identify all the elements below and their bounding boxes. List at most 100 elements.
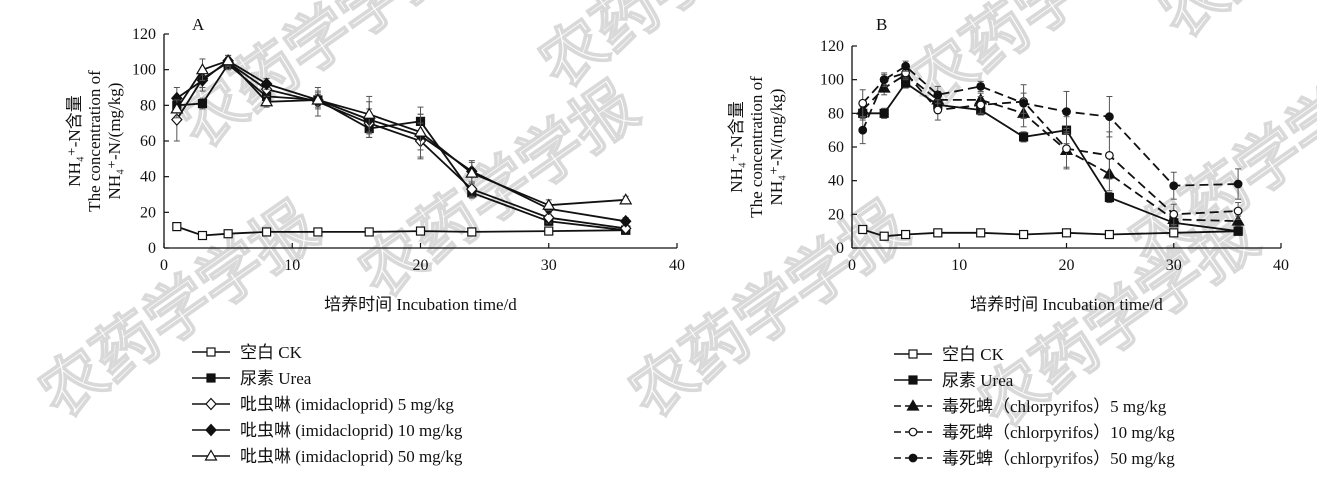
data-point xyxy=(311,93,325,105)
y-tick-label: 60 xyxy=(140,133,156,150)
series-5 xyxy=(858,60,1243,200)
data-point xyxy=(262,227,272,237)
x-axis-label: 培养时间 Incubation time/d xyxy=(324,295,517,314)
legend-label: 毒死蜱（chlorpyrifos）10 mg/kg xyxy=(942,423,1175,442)
y-axis-label: The concentration of xyxy=(85,70,104,212)
legend-label: 吡虫啉 (imidacloprid) 50 mg/kg xyxy=(240,447,463,466)
series-2 xyxy=(172,58,631,235)
y-tick-label: 20 xyxy=(140,204,156,221)
data-point xyxy=(1018,229,1029,240)
y-tick-label: 40 xyxy=(140,169,156,186)
data-point xyxy=(195,62,210,75)
data-point xyxy=(170,102,184,114)
x-axis-label: 培养时间 Incubation time/d xyxy=(970,295,1163,314)
data-point xyxy=(1233,206,1243,216)
y-tick-label: 40 xyxy=(828,173,844,190)
legend-label: 吡虫啉 (imidacloprid) 5 mg/kg xyxy=(240,395,454,414)
legend-marker xyxy=(906,399,920,411)
legend-label: 毒死蜱（chlorpyrifos）5 mg/kg xyxy=(942,397,1167,416)
legend-label: 尿素 Urea xyxy=(240,369,312,388)
data-point xyxy=(619,193,633,205)
panel-letter-a: A xyxy=(192,15,205,34)
data-point xyxy=(1104,229,1115,240)
y-axis-label: NH₄⁺-N含量 xyxy=(727,101,746,192)
legend-label: 吡虫啉 (imidacloprid) 10 mg/kg xyxy=(240,421,463,440)
watermark-text: 农药学学报 xyxy=(347,69,652,313)
legend-label: 尿素 Urea xyxy=(942,371,1014,390)
legend-marker xyxy=(908,453,918,463)
series-line xyxy=(861,65,1239,187)
series-line xyxy=(862,81,1239,233)
y-tick-label: 60 xyxy=(828,139,844,156)
x-tick-label: 40 xyxy=(669,257,685,274)
series-1 xyxy=(858,224,1243,241)
data-point xyxy=(879,108,889,118)
data-point xyxy=(313,227,323,237)
x-tick-label: 10 xyxy=(284,257,300,274)
legend-marker xyxy=(908,427,918,437)
legend-marker xyxy=(206,373,216,383)
watermark-text: 农药学学报 xyxy=(1147,0,1317,53)
series-line xyxy=(176,62,626,232)
data-point xyxy=(260,77,273,91)
panel-a: A 0 20 40 60 80 100 120 0 10 20 30 40 培养时间 Incubatio… xyxy=(65,15,685,466)
legend-label: 毒死蜱（chlorpyrifos）50 mg/kg xyxy=(942,449,1175,468)
data-point xyxy=(415,226,426,236)
y-tick-label: 120 xyxy=(820,38,844,55)
legend-marker xyxy=(908,375,918,385)
x-tick-label: 10 xyxy=(951,257,967,274)
data-point xyxy=(542,198,556,210)
data-point xyxy=(933,90,943,100)
data-point xyxy=(901,78,911,88)
data-point xyxy=(542,211,555,225)
y-tick-label: 0 xyxy=(148,240,156,257)
y-tick-label: 120 xyxy=(132,26,156,43)
data-point xyxy=(1062,107,1071,117)
panel-b: B 0 20 40 60 80 100 120 0 10 20 30 40 培养时间 Incubatio… xyxy=(727,15,1289,468)
data-point xyxy=(976,100,986,110)
data-point xyxy=(858,224,868,235)
series-5 xyxy=(170,54,633,212)
legend-label: 空白 CK xyxy=(240,343,303,362)
legend: 空白 CK 尿素 Urea 吡虫啉 (imidacloprid) 5 mg/kg 吡虫… xyxy=(192,343,463,466)
legend-marker xyxy=(205,423,217,437)
data-point xyxy=(197,230,208,241)
data-point xyxy=(221,54,235,66)
y-tick-label: 80 xyxy=(140,97,156,114)
data-point xyxy=(1061,228,1072,238)
series-1 xyxy=(172,222,631,241)
data-point xyxy=(879,231,889,241)
y-tick-label: 100 xyxy=(132,62,156,79)
data-point xyxy=(1018,132,1029,142)
data-point xyxy=(976,81,986,91)
legend-marker xyxy=(206,347,216,357)
y-axis-label: The concentration of xyxy=(747,76,766,218)
legend-marker xyxy=(204,449,218,461)
series-line xyxy=(176,225,626,237)
x-tick-label: 0 xyxy=(848,257,856,274)
y-tick-label: 80 xyxy=(828,105,844,122)
data-point xyxy=(197,98,208,109)
data-point xyxy=(1233,226,1243,236)
data-point xyxy=(465,182,478,196)
data-point xyxy=(1169,181,1179,191)
x-tick-label: 0 xyxy=(160,257,168,274)
data-point xyxy=(1104,192,1115,203)
x-tick-label: 30 xyxy=(541,257,557,274)
data-point xyxy=(976,228,986,238)
panel-letter-b: B xyxy=(876,15,887,34)
y-axis-label: NH₄⁺-N/(mg/kg) xyxy=(767,89,786,206)
y-tick-label: 0 xyxy=(836,240,844,257)
watermark-text: 农药学学报 xyxy=(527,0,832,103)
series-line xyxy=(862,71,1239,216)
data-point xyxy=(901,61,911,71)
data-point xyxy=(364,227,374,237)
data-point xyxy=(619,221,632,235)
data-point xyxy=(879,75,889,85)
data-point xyxy=(544,226,554,236)
data-point xyxy=(933,105,943,115)
y-axis-label: NH₄⁺-N/(mg/kg) xyxy=(105,83,124,200)
series-line xyxy=(862,73,1239,222)
data-point xyxy=(858,125,868,135)
